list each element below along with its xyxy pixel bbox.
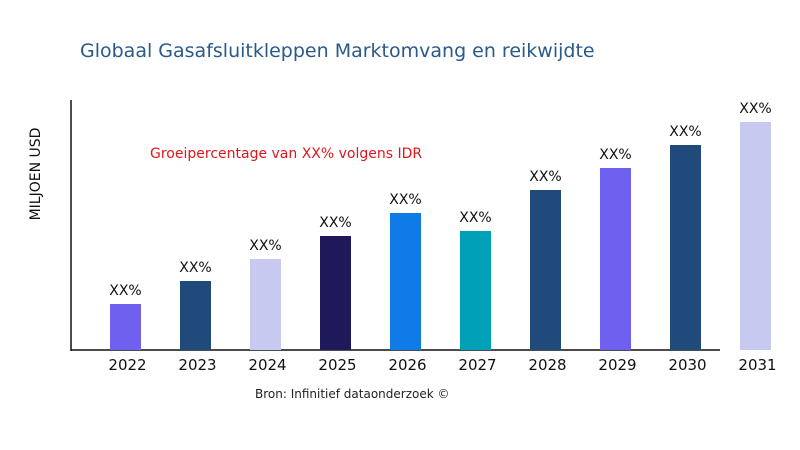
x-tick-label-2024: 2024 — [248, 356, 286, 374]
data-label-2022: XX% — [109, 283, 141, 299]
data-label-2031: XX% — [739, 101, 771, 117]
bar-2029 — [600, 168, 631, 350]
bar-2031 — [740, 122, 771, 350]
bar-2025 — [320, 236, 351, 350]
data-label-2025: XX% — [319, 215, 351, 231]
x-tick-label-2027: 2027 — [458, 356, 496, 374]
data-label-2027: XX% — [459, 210, 491, 226]
x-tick-label-2026: 2026 — [388, 356, 426, 374]
bar-2027 — [460, 231, 491, 350]
chart-title: Globaal Gasafsluitkleppen Marktomvang en… — [80, 40, 595, 62]
data-label-2026: XX% — [389, 192, 421, 208]
source-note: Bron: Infinitief dataonderzoek © — [255, 387, 450, 401]
x-tick-label-2031: 2031 — [738, 356, 776, 374]
data-label-2024: XX% — [249, 238, 281, 254]
bar-2026 — [390, 213, 421, 350]
x-tick-label-2028: 2028 — [528, 356, 566, 374]
bar-2023 — [180, 281, 211, 350]
x-tick-label-2023: 2023 — [178, 356, 216, 374]
bar-2022 — [110, 304, 141, 350]
x-tick-label-2029: 2029 — [598, 356, 636, 374]
x-tick-label-2030: 2030 — [668, 356, 706, 374]
x-tick-label-2022: 2022 — [108, 356, 146, 374]
x-tick-label-2025: 2025 — [318, 356, 356, 374]
bar-2030 — [670, 145, 701, 350]
bar-2028 — [530, 190, 561, 350]
bar-2024 — [250, 259, 281, 350]
growth-annotation: Groeipercentage van XX% volgens IDR — [150, 146, 423, 162]
data-label-2030: XX% — [669, 124, 701, 140]
data-label-2023: XX% — [179, 260, 211, 276]
data-label-2028: XX% — [529, 169, 561, 185]
data-label-2029: XX% — [599, 147, 631, 163]
